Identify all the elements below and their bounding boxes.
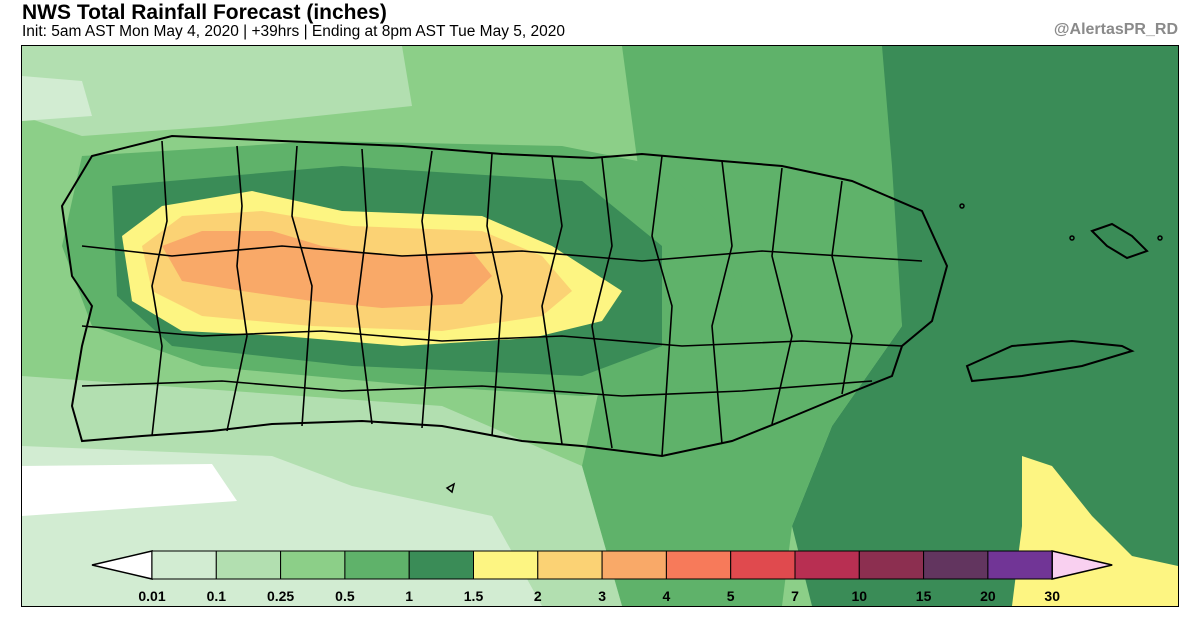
colorbar-bin: [280, 550, 346, 580]
colorbar-bin: [408, 550, 475, 580]
culebra-outline: [1090, 222, 1149, 260]
colorbar-tick-label: 30: [1044, 588, 1060, 604]
colorbar-bin: [858, 550, 925, 580]
islet: [1157, 235, 1163, 241]
municipal-boundaries: [81, 140, 923, 457]
colorbar-tick-label: 1.5: [464, 588, 484, 604]
colorbar-tick-label: 5: [727, 588, 735, 604]
islet: [959, 203, 965, 209]
colorbar-over-arrow: [1051, 550, 1113, 580]
islet: [1069, 235, 1075, 241]
rainfall-map-canvas: 0.01 0.1 0.25 0.5 1 1.5 2 3 4 5 7 10 15 20 30: [22, 46, 1178, 606]
puerto-rico-outline: [60, 134, 949, 458]
vieques-outline: [965, 339, 1135, 383]
colorbar-tick-label: 1: [405, 588, 413, 604]
colorbar-bin: [215, 550, 282, 580]
colorbar-bin: [987, 550, 1053, 580]
rainfall-map: 0.01 0.1 0.25 0.5 1 1.5 2 3 4 5 7 10 15 20 30: [21, 45, 1179, 607]
colorbar-bin: [794, 550, 860, 580]
map-title: NWS Total Rainfall Forecast (inches): [22, 1, 387, 24]
colorbar-bin: [151, 550, 217, 580]
colorbar-tick-label: 4: [663, 588, 671, 604]
colorbar-bin: [344, 550, 410, 580]
colorbar-tick-label: 0.5: [335, 588, 355, 604]
field-top-left: [22, 46, 412, 136]
map-subtitle: Init: 5am AST Mon May 4, 2020 | +39hrs |…: [22, 23, 565, 40]
field-top-left-light: [22, 76, 92, 121]
field-orange: [162, 231, 492, 308]
source-handle: @AlertasPR_RD: [1053, 21, 1178, 38]
colorbar-tick-label: 2: [534, 588, 542, 604]
colorbar-bin: [730, 550, 796, 580]
colorbar-tick-label: 7: [791, 588, 799, 604]
colorbar-tick-label: 3: [598, 588, 606, 604]
colorbar-tick-label: 10: [852, 588, 868, 604]
colorbar-bin: [473, 550, 539, 580]
colorbar-bin: [923, 550, 989, 580]
field-southwest-white: [22, 464, 237, 516]
colorbar-tick-label: 20: [980, 588, 996, 604]
colorbar-bin: [601, 550, 667, 580]
caja-de-muertos: [445, 482, 456, 494]
colorbar-tick-label: 15: [916, 588, 932, 604]
colorbar-tick-label: 0.01: [138, 588, 165, 604]
colorbar: 0.01 0.1 0.25 0.5 1 1.5 2 3 4 5 7 10 15 20 30: [91, 550, 1113, 604]
colorbar-tick-label: 0.25: [267, 588, 294, 604]
colorbar-bin: [665, 550, 732, 580]
colorbar-tick-label: 0.1: [207, 588, 227, 604]
colorbar-bin: [537, 550, 603, 580]
